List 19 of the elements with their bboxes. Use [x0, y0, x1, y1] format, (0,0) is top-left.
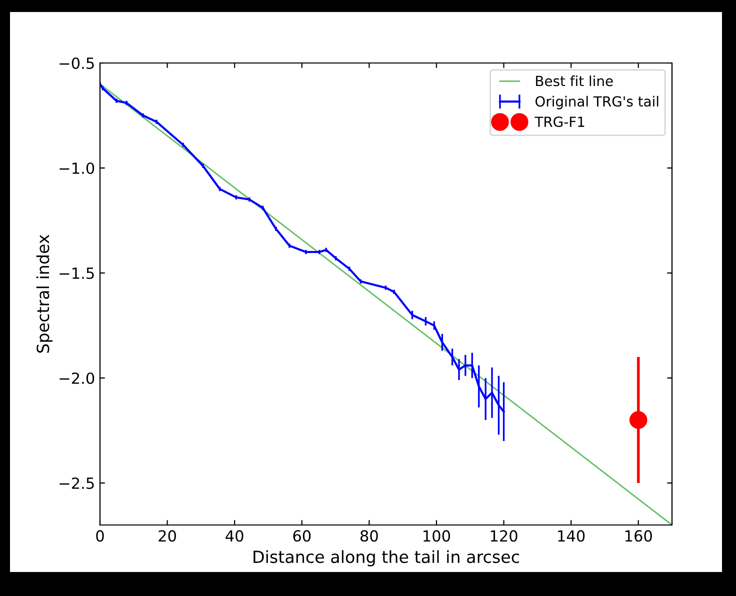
x-tick-label: 140 — [558, 530, 585, 542]
y-tick-label: −2.5 — [60, 477, 94, 490]
legend-label: Best fit line — [536, 76, 613, 86]
y-tick-label: −1.0 — [60, 162, 94, 174]
y-axis-title: Spectral index — [36, 234, 52, 353]
x-tick-label: 120 — [490, 530, 518, 542]
legend-label: TRG-F1 — [534, 116, 584, 128]
x-tick-label: 160 — [625, 530, 652, 542]
legend-label: Original TRG's tail — [535, 96, 658, 110]
x-tick-label: 100 — [424, 530, 450, 542]
y-tick-label: −2.0 — [60, 372, 94, 384]
x-tick-label: 40 — [226, 530, 244, 542]
x-tick-label: 80 — [360, 530, 378, 542]
x-tick-label: 20 — [158, 530, 176, 542]
y-tick-label: −0.5 — [60, 57, 94, 70]
x-tick-label: 60 — [293, 530, 311, 542]
x-axis-title: Distance along the tail in arcsec — [254, 550, 519, 566]
y-tick-label: −1.5 — [60, 268, 94, 280]
x-tick-label: 0 — [96, 530, 104, 542]
